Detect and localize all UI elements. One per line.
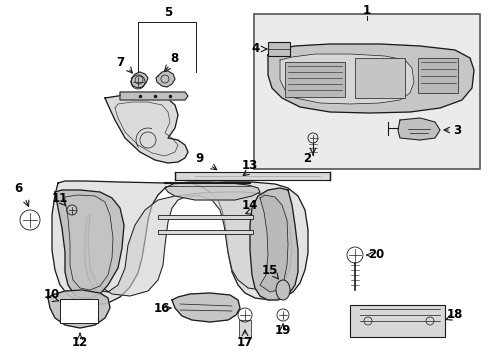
Text: 15: 15 xyxy=(261,264,278,276)
Bar xyxy=(239,320,250,338)
Bar xyxy=(267,42,289,56)
Polygon shape xyxy=(105,95,187,163)
Text: 2: 2 xyxy=(303,152,310,165)
Text: 14: 14 xyxy=(242,198,258,212)
Ellipse shape xyxy=(275,280,289,300)
Polygon shape xyxy=(164,182,260,200)
Text: 18: 18 xyxy=(446,309,462,321)
Polygon shape xyxy=(267,44,473,113)
Polygon shape xyxy=(280,54,413,104)
Text: 12: 12 xyxy=(72,336,88,348)
Bar xyxy=(349,305,444,337)
Bar xyxy=(158,215,252,219)
Text: 17: 17 xyxy=(236,336,253,348)
Text: 6: 6 xyxy=(14,181,22,194)
Polygon shape xyxy=(172,293,240,322)
Text: 9: 9 xyxy=(196,152,203,165)
Text: 1: 1 xyxy=(362,4,370,17)
Polygon shape xyxy=(249,188,297,300)
Bar xyxy=(175,172,329,180)
Text: 10: 10 xyxy=(44,288,60,302)
Bar xyxy=(417,58,457,93)
Bar xyxy=(354,58,404,98)
Polygon shape xyxy=(55,190,124,298)
Text: 13: 13 xyxy=(242,158,258,171)
Text: 3: 3 xyxy=(452,123,460,136)
Bar xyxy=(158,230,252,234)
Text: 5: 5 xyxy=(163,5,172,18)
Polygon shape xyxy=(52,181,307,305)
Polygon shape xyxy=(48,290,110,328)
Text: 20: 20 xyxy=(367,248,384,261)
Polygon shape xyxy=(85,192,291,296)
Text: 19: 19 xyxy=(274,324,290,337)
Text: 4: 4 xyxy=(251,41,260,54)
Polygon shape xyxy=(260,195,287,292)
Text: 7: 7 xyxy=(116,55,124,68)
Polygon shape xyxy=(131,72,148,88)
Bar xyxy=(285,62,345,97)
Text: 11: 11 xyxy=(52,192,68,204)
Bar xyxy=(60,299,98,323)
Polygon shape xyxy=(120,92,187,100)
Text: 8: 8 xyxy=(169,51,178,64)
Bar xyxy=(253,14,479,169)
Text: 16: 16 xyxy=(154,302,170,315)
Polygon shape xyxy=(156,71,175,87)
Polygon shape xyxy=(397,118,439,140)
